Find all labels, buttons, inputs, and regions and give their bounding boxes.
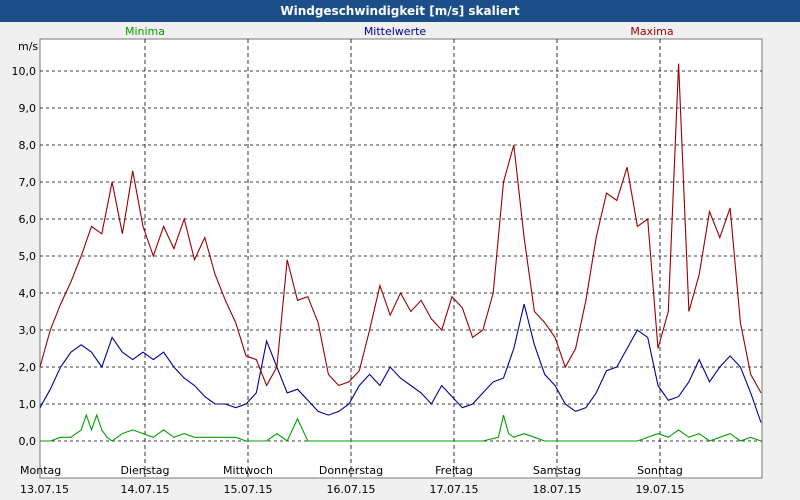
y-tick-label: 5,0 bbox=[19, 250, 37, 263]
series-lines bbox=[39, 63, 762, 442]
y-tick-label: 4,0 bbox=[19, 287, 37, 300]
x-axis: Montag 13.07.15 Dienstag 14.07.15 Mittwoch 15… bbox=[20, 464, 684, 496]
x-tick-date: 16.07.15 bbox=[327, 483, 376, 496]
x-tick-day: Freitag bbox=[435, 464, 473, 477]
x-tick-day: Sonntag bbox=[637, 464, 683, 477]
x-tick-date: 17.07.15 bbox=[430, 483, 479, 496]
x-tick-date: 13.07.15 bbox=[20, 483, 69, 496]
x-tick-date: 14.07.15 bbox=[121, 483, 170, 496]
x-tick-date: 19.07.15 bbox=[636, 483, 685, 496]
x-tick-day: Montag bbox=[20, 464, 61, 477]
y-tick-label: 7,0 bbox=[19, 176, 37, 189]
y-axis-label: m/s bbox=[18, 40, 38, 53]
legend-maxima: Maxima bbox=[630, 25, 673, 38]
x-tick-day: Samstag bbox=[533, 464, 581, 477]
plot-area bbox=[39, 38, 763, 479]
window-title: Windgeschwindigkeit [m/s] skaliert bbox=[0, 0, 800, 22]
y-tick-label: 3,0 bbox=[19, 324, 37, 337]
y-axis: 0,0 1,0 2,0 3,0 4,0 5,0 6,0 7,0 8,0 9,0 10,0 bbox=[12, 65, 37, 448]
legend-minima: Minima bbox=[125, 25, 165, 38]
legend-mittelwerte: Mittelwerte bbox=[364, 25, 427, 38]
x-tick-day: Mittwoch bbox=[223, 464, 273, 477]
y-tick-label: 2,0 bbox=[19, 361, 37, 374]
chart: 0,0 1,0 2,0 3,0 4,0 5,0 6,0 7,0 8,0 9,0 10,0 Monta… bbox=[12, 25, 763, 496]
series-line-mittelwerte bbox=[39, 303, 762, 423]
y-tick-label: 6,0 bbox=[19, 213, 37, 226]
series-line-minima bbox=[40, 413, 762, 442]
y-tick-label: 10,0 bbox=[12, 65, 37, 78]
x-tick-date: 18.07.15 bbox=[533, 483, 582, 496]
series-line-maxima bbox=[39, 63, 762, 394]
y-tick-label: 8,0 bbox=[19, 139, 37, 152]
x-tick-day: Dienstag bbox=[120, 464, 169, 477]
legend: Minima Mittelwerte Maxima bbox=[125, 25, 674, 38]
x-tick-day: Donnerstag bbox=[319, 464, 383, 477]
y-tick-label: 0,0 bbox=[19, 435, 37, 448]
x-tick-date: 15.07.15 bbox=[224, 483, 273, 496]
y-tick-label: 1,0 bbox=[19, 398, 37, 411]
y-tick-label: 9,0 bbox=[19, 102, 37, 115]
